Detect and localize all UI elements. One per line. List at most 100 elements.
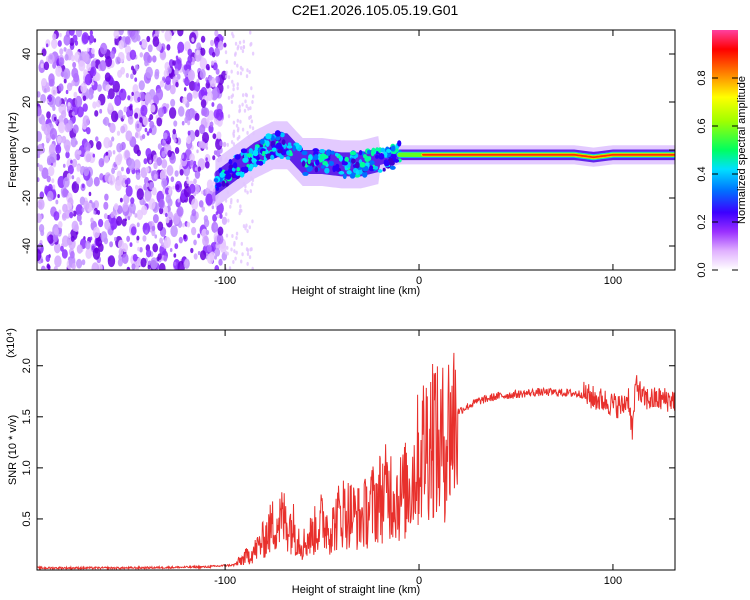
spectrogram-noise-cell (82, 115, 90, 127)
spectrogram-noise-cell (194, 166, 198, 172)
snr-x-tick-label: 0 (416, 575, 422, 587)
spectrogram-noise-cell (107, 255, 116, 268)
spectrogram-noise-cell (164, 30, 172, 42)
spectrogram-noise-cell (113, 203, 119, 211)
signal-blob (367, 150, 371, 154)
signal-blob (249, 157, 253, 164)
spectrogram-noise-cell (71, 175, 75, 180)
snr-y-tick-label: 1.5 (21, 409, 33, 424)
spectrogram-noise-cell (186, 178, 190, 184)
spectrogram-noise-cell (124, 150, 130, 159)
spectrogram-noise-cell (211, 205, 215, 210)
spectrogram-panel: -100 0 100 40 20 0 -20 -40 Height of straight … (7, 29, 676, 297)
spectrogram-noise-cell (41, 167, 49, 180)
spectrogram-noise-cell (142, 222, 151, 235)
spectrogram-noise-cell (61, 212, 67, 221)
signal-blob (260, 138, 265, 145)
spectrogram-noise-cell (200, 141, 206, 149)
spectrogram-noise-cell (55, 199, 59, 205)
spectrogram-noise-cell (145, 249, 152, 258)
signal-blob (271, 147, 277, 152)
spectrogram-noise-cell (76, 258, 83, 269)
signal-blob (234, 154, 241, 160)
spectrogram-noise-cell (233, 249, 236, 254)
colorbar-label: Normalized spectral amplitude (736, 76, 748, 224)
snr-scale-note: (x10⁴) (5, 328, 17, 358)
spectrogram-noise-cell (76, 164, 81, 172)
signal-blob (321, 153, 325, 160)
spectrogram-noise-cell (92, 101, 97, 109)
spectrogram-noise-cell (224, 50, 228, 55)
spectrogram-noise-cell (110, 211, 115, 219)
spectrogram-noise-cell (67, 164, 74, 175)
spectrogram-noise-cell (99, 42, 108, 55)
spectrogram-noise-cell (189, 153, 195, 163)
spectrogram-noise-cell (193, 192, 197, 197)
spectrogram-noise-cell (200, 35, 206, 43)
spectrogram-noise-cell (216, 233, 224, 245)
spectrogram-noise-cell (226, 251, 229, 256)
spectrogram-noise-cell (227, 75, 231, 80)
spectrogram-noise-cell (244, 99, 247, 104)
spectrogram-noise-cell (144, 127, 148, 133)
spectrogram-noise-cell (207, 110, 215, 121)
spectrogram-noise-cell (46, 86, 51, 93)
signal-blob (378, 152, 385, 160)
spectrogram-noise-cell (211, 51, 216, 58)
spectrogram-noise-cell (156, 157, 162, 166)
signal-blob (213, 178, 219, 183)
signal-blob (240, 148, 248, 154)
spectrogram-noise-cell (155, 30, 160, 36)
snr-x-label: Height of straight line (km) (292, 584, 420, 596)
spectrogram-noise-cell (187, 120, 191, 126)
spectrogram-noise-cell (250, 86, 253, 91)
spectrogram-noise-cell (48, 143, 56, 155)
snr-series-line (37, 352, 675, 570)
spectrogram-noise-cell (238, 40, 242, 45)
spectrogram-noise-cell (182, 223, 185, 228)
spectrogram-noise-cell (98, 243, 104, 253)
signal-blob (246, 153, 253, 158)
spectrogram-noise-cell (65, 151, 70, 159)
spectrogram-noise-cell (230, 198, 233, 203)
spectrogram-noise-cell (223, 42, 227, 48)
spectrogram-noise-cell (71, 181, 80, 194)
spectrogram-noise-cell (74, 95, 83, 108)
colorbar-tick-label: 0.0 (696, 262, 708, 277)
spectrogram-noise-cell (237, 44, 240, 49)
spectrogram-noise-cell (134, 112, 139, 119)
spectrogram-noise-cell (146, 131, 150, 136)
spectrogram-noise-cell (133, 159, 141, 171)
spectrogram-noise-cell (88, 191, 92, 197)
signal-blob (277, 148, 283, 154)
signal-blob (393, 158, 400, 163)
signal-blob (221, 180, 226, 187)
signal-blob (349, 151, 357, 156)
spectrogram-noise-cell (173, 261, 177, 266)
spectrogram-noise-cell (241, 67, 244, 72)
spectrogram-noise-cell (136, 149, 141, 157)
spectrogram-noise-cell (200, 47, 206, 56)
spectrogram-noise-cell (114, 94, 122, 107)
spectrogram-noise-cell (181, 121, 185, 126)
signal-blob (274, 130, 281, 137)
spectrogram-y-label: Frequency (Hz) (7, 112, 19, 188)
spectrogram-noise-cell (44, 88, 47, 93)
spectrogram-noise-cell (71, 158, 78, 168)
spectrogram-noise-cell (244, 92, 248, 97)
spectrogram-noise-cell (123, 106, 128, 113)
spectrogram-x-tick-label: -100 (214, 275, 236, 287)
spectrogram-noise-cell (184, 116, 189, 124)
spectrogram-noise-cell (242, 39, 246, 44)
spectrogram-noise-cell (251, 219, 254, 224)
spectrogram-noise-cell (158, 198, 165, 209)
spectrogram-noise-cell (242, 224, 246, 229)
spectrogram-noise-cell (214, 30, 219, 37)
spectrogram-noise-cell (113, 236, 117, 242)
spectrogram-noise-cell (47, 235, 51, 242)
spectrogram-noise-cell (126, 167, 131, 175)
spectrogram-noise-cell (119, 88, 127, 101)
signal-blob (390, 145, 396, 152)
spectrogram-noise-cell (63, 78, 67, 84)
spectrogram-noise-cell (251, 182, 254, 187)
